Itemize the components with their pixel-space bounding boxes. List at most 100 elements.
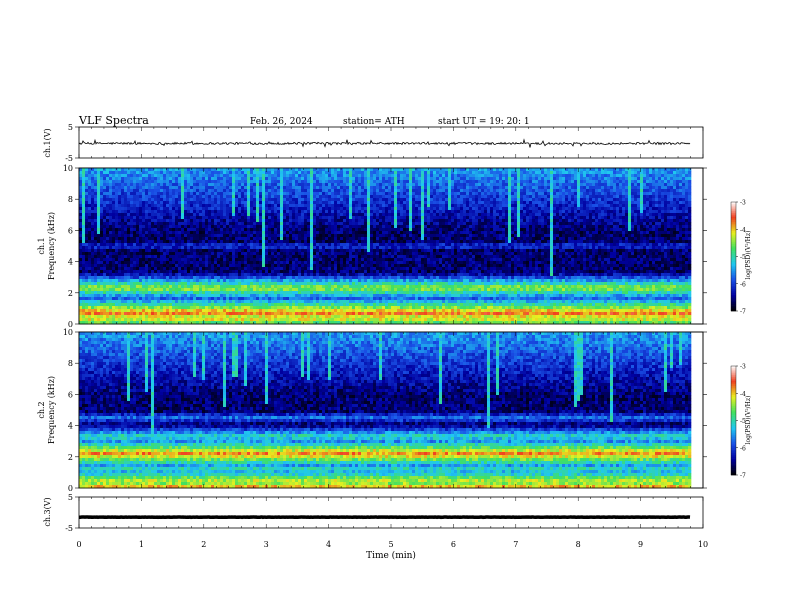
spectrogram-cell bbox=[304, 189, 307, 192]
spectrogram-cell bbox=[613, 204, 616, 207]
spectrogram-cell bbox=[100, 180, 103, 183]
spectrogram-cell bbox=[688, 186, 691, 189]
spectrogram-cell bbox=[481, 183, 484, 186]
spectrogram-cell bbox=[151, 192, 154, 195]
spectrogram-cell bbox=[478, 234, 481, 237]
spectrogram-cell bbox=[364, 177, 367, 180]
spectrogram-cell bbox=[313, 228, 316, 231]
spectrogram-cell bbox=[166, 189, 169, 192]
spectrogram-cell bbox=[268, 186, 271, 189]
spectrogram-cell bbox=[583, 213, 586, 216]
spectrogram-cell bbox=[586, 222, 589, 225]
spectrogram-cell bbox=[658, 174, 661, 177]
spectrogram-cell bbox=[550, 168, 553, 171]
spectrogram-cell bbox=[667, 213, 670, 216]
spectrogram-cell bbox=[139, 171, 142, 174]
spectrogram-cell bbox=[472, 168, 475, 171]
spectrogram-cell bbox=[352, 219, 355, 222]
spectrogram-cell bbox=[625, 216, 628, 219]
spectrogram-cell bbox=[316, 219, 319, 222]
spectrogram-cell bbox=[580, 222, 583, 225]
spectrogram-cell bbox=[487, 177, 490, 180]
spectrogram-cell bbox=[418, 213, 421, 216]
spectrogram-cell bbox=[631, 237, 634, 240]
spectrogram-cell bbox=[142, 171, 145, 174]
spectrogram-cell bbox=[592, 234, 595, 237]
spectrogram-cell bbox=[490, 207, 493, 210]
spectrogram-cell bbox=[250, 183, 253, 186]
spectrogram-cell bbox=[550, 231, 553, 234]
spectrogram-cell bbox=[349, 180, 352, 183]
spectrogram-cell bbox=[382, 216, 385, 219]
spectrogram-cell bbox=[253, 180, 256, 183]
spectrogram-cell bbox=[415, 177, 418, 180]
spectrogram-cell bbox=[496, 204, 499, 207]
spectrogram-cell bbox=[202, 237, 205, 240]
spectrogram-cell bbox=[382, 204, 385, 207]
spectrogram-cell bbox=[448, 204, 451, 207]
spectrogram-cell bbox=[337, 177, 340, 180]
spectrogram-cell bbox=[664, 183, 667, 186]
spectrogram-cell bbox=[343, 186, 346, 189]
spectrogram-cell bbox=[463, 201, 466, 204]
spectrogram-cell bbox=[625, 234, 628, 237]
spectrogram-cell bbox=[295, 189, 298, 192]
spectrogram-cell bbox=[337, 183, 340, 186]
spectrogram-cell bbox=[406, 219, 409, 222]
spectrogram-cell bbox=[406, 183, 409, 186]
spectrogram-cell bbox=[85, 225, 88, 228]
spectrogram-cell bbox=[208, 231, 211, 234]
spectrogram-cell bbox=[355, 180, 358, 183]
spectrogram-cell bbox=[307, 189, 310, 192]
spectrogram-cell bbox=[472, 231, 475, 234]
spectrogram-cell bbox=[319, 234, 322, 237]
spectrogram-cell bbox=[163, 213, 166, 216]
spectrogram-cell bbox=[652, 180, 655, 183]
spectrogram-cell bbox=[655, 171, 658, 174]
spectrogram-cell bbox=[109, 219, 112, 222]
spectrogram-cell bbox=[304, 201, 307, 204]
spectrogram-cell bbox=[316, 195, 319, 198]
spectrogram-cell bbox=[688, 171, 691, 174]
spectrogram-cell bbox=[547, 177, 550, 180]
spectrogram-cell bbox=[130, 183, 133, 186]
spectrogram-cell bbox=[403, 180, 406, 183]
spectrogram-cell bbox=[628, 219, 631, 222]
spectrogram-cell bbox=[394, 168, 397, 171]
spectrogram-cell bbox=[106, 177, 109, 180]
spectrogram-cell bbox=[574, 180, 577, 183]
spectrogram-cell bbox=[484, 231, 487, 234]
spectrogram-cell bbox=[670, 222, 673, 225]
spectrogram-cell bbox=[472, 174, 475, 177]
spectrogram-cell bbox=[475, 237, 478, 240]
spectrogram-cell bbox=[277, 207, 280, 210]
spectrogram-cell bbox=[247, 207, 250, 210]
spectrogram-cell bbox=[328, 192, 331, 195]
spectrogram-cell bbox=[106, 219, 109, 222]
spectrogram-cell bbox=[343, 183, 346, 186]
spectrogram-cell bbox=[661, 171, 664, 174]
spectrogram-cell bbox=[223, 222, 226, 225]
spectrogram-cell bbox=[148, 237, 151, 240]
spectrogram-cell bbox=[124, 183, 127, 186]
spectrogram-cell bbox=[499, 207, 502, 210]
spectrogram-cell bbox=[124, 210, 127, 213]
spectrogram-cell bbox=[208, 180, 211, 183]
spectrogram-cell bbox=[328, 207, 331, 210]
spectrogram-cell bbox=[187, 210, 190, 213]
spectrogram-cell bbox=[655, 210, 658, 213]
spectrogram-cell bbox=[166, 219, 169, 222]
spectrogram-cell bbox=[658, 195, 661, 198]
spectrogram-cell bbox=[193, 213, 196, 216]
spectrogram-cell bbox=[493, 231, 496, 234]
spectrogram-cell bbox=[214, 237, 217, 240]
spectrogram-cell bbox=[520, 216, 523, 219]
spectrogram-cell bbox=[547, 216, 550, 219]
spectrogram-cell bbox=[223, 189, 226, 192]
spectrogram-cell bbox=[289, 231, 292, 234]
spectrogram-cell bbox=[496, 207, 499, 210]
spectrogram-cell bbox=[688, 213, 691, 216]
spectrogram-cell bbox=[514, 234, 517, 237]
spectrogram-cell bbox=[178, 189, 181, 192]
spectrogram-cell bbox=[190, 210, 193, 213]
